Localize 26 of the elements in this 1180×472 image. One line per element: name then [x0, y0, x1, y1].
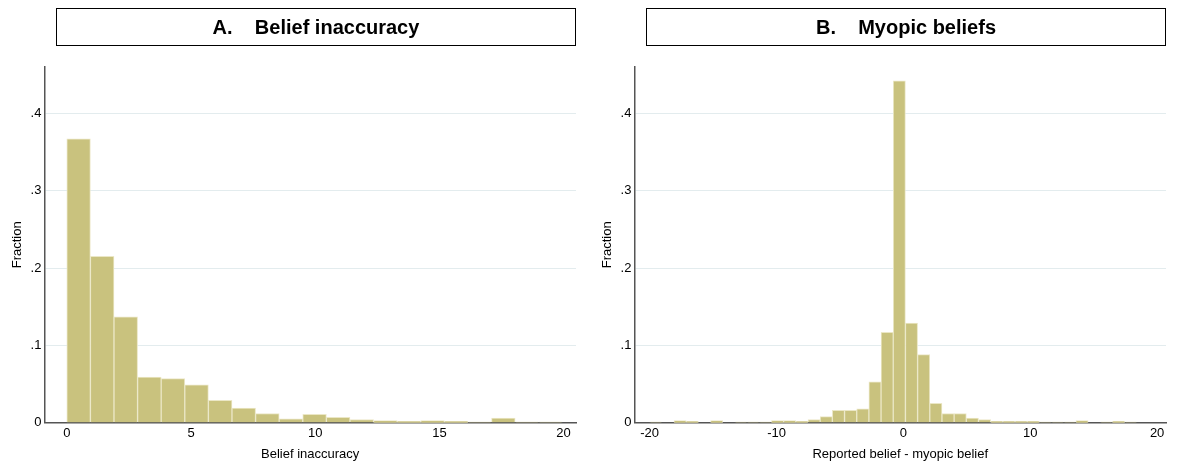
y-axis-title: Fraction	[599, 221, 615, 269]
x-tick-label: 5	[187, 425, 195, 441]
x-tick-label: -20	[640, 425, 660, 441]
y-tick-label: 0	[34, 414, 42, 430]
x-tick-label: 10	[307, 425, 323, 441]
y-tick-label: .1	[620, 336, 632, 352]
x-tick-label: -10	[767, 425, 786, 441]
x-tick-label: 10	[1023, 425, 1038, 441]
y-tick-label: .3	[620, 182, 632, 198]
x-tick-label: 20	[556, 425, 571, 441]
x-axis-title: Belief inaccuracy	[261, 445, 360, 461]
chart-title: B. Myopic beliefs	[646, 8, 1166, 46]
y-tick-label: .3	[30, 182, 42, 198]
y-tick-label: .4	[30, 104, 42, 120]
y-tick-label: .2	[30, 259, 42, 275]
x-tick-label: 0	[899, 425, 908, 441]
x-axis-title: Reported belief - myopic belief	[812, 445, 989, 461]
y-tick-label: .4	[620, 104, 632, 120]
y-tick-label: .2	[620, 259, 632, 275]
x-tick-label: 0	[63, 425, 71, 441]
chart-title: A. Belief inaccuracy	[56, 8, 576, 46]
y-axis-title: Fraction	[9, 221, 25, 269]
x-tick-label: 20	[1149, 425, 1165, 441]
y-tick-label: .1	[30, 336, 42, 352]
y-tick-label: 0	[624, 414, 632, 430]
x-tick-label: 15	[432, 425, 447, 441]
